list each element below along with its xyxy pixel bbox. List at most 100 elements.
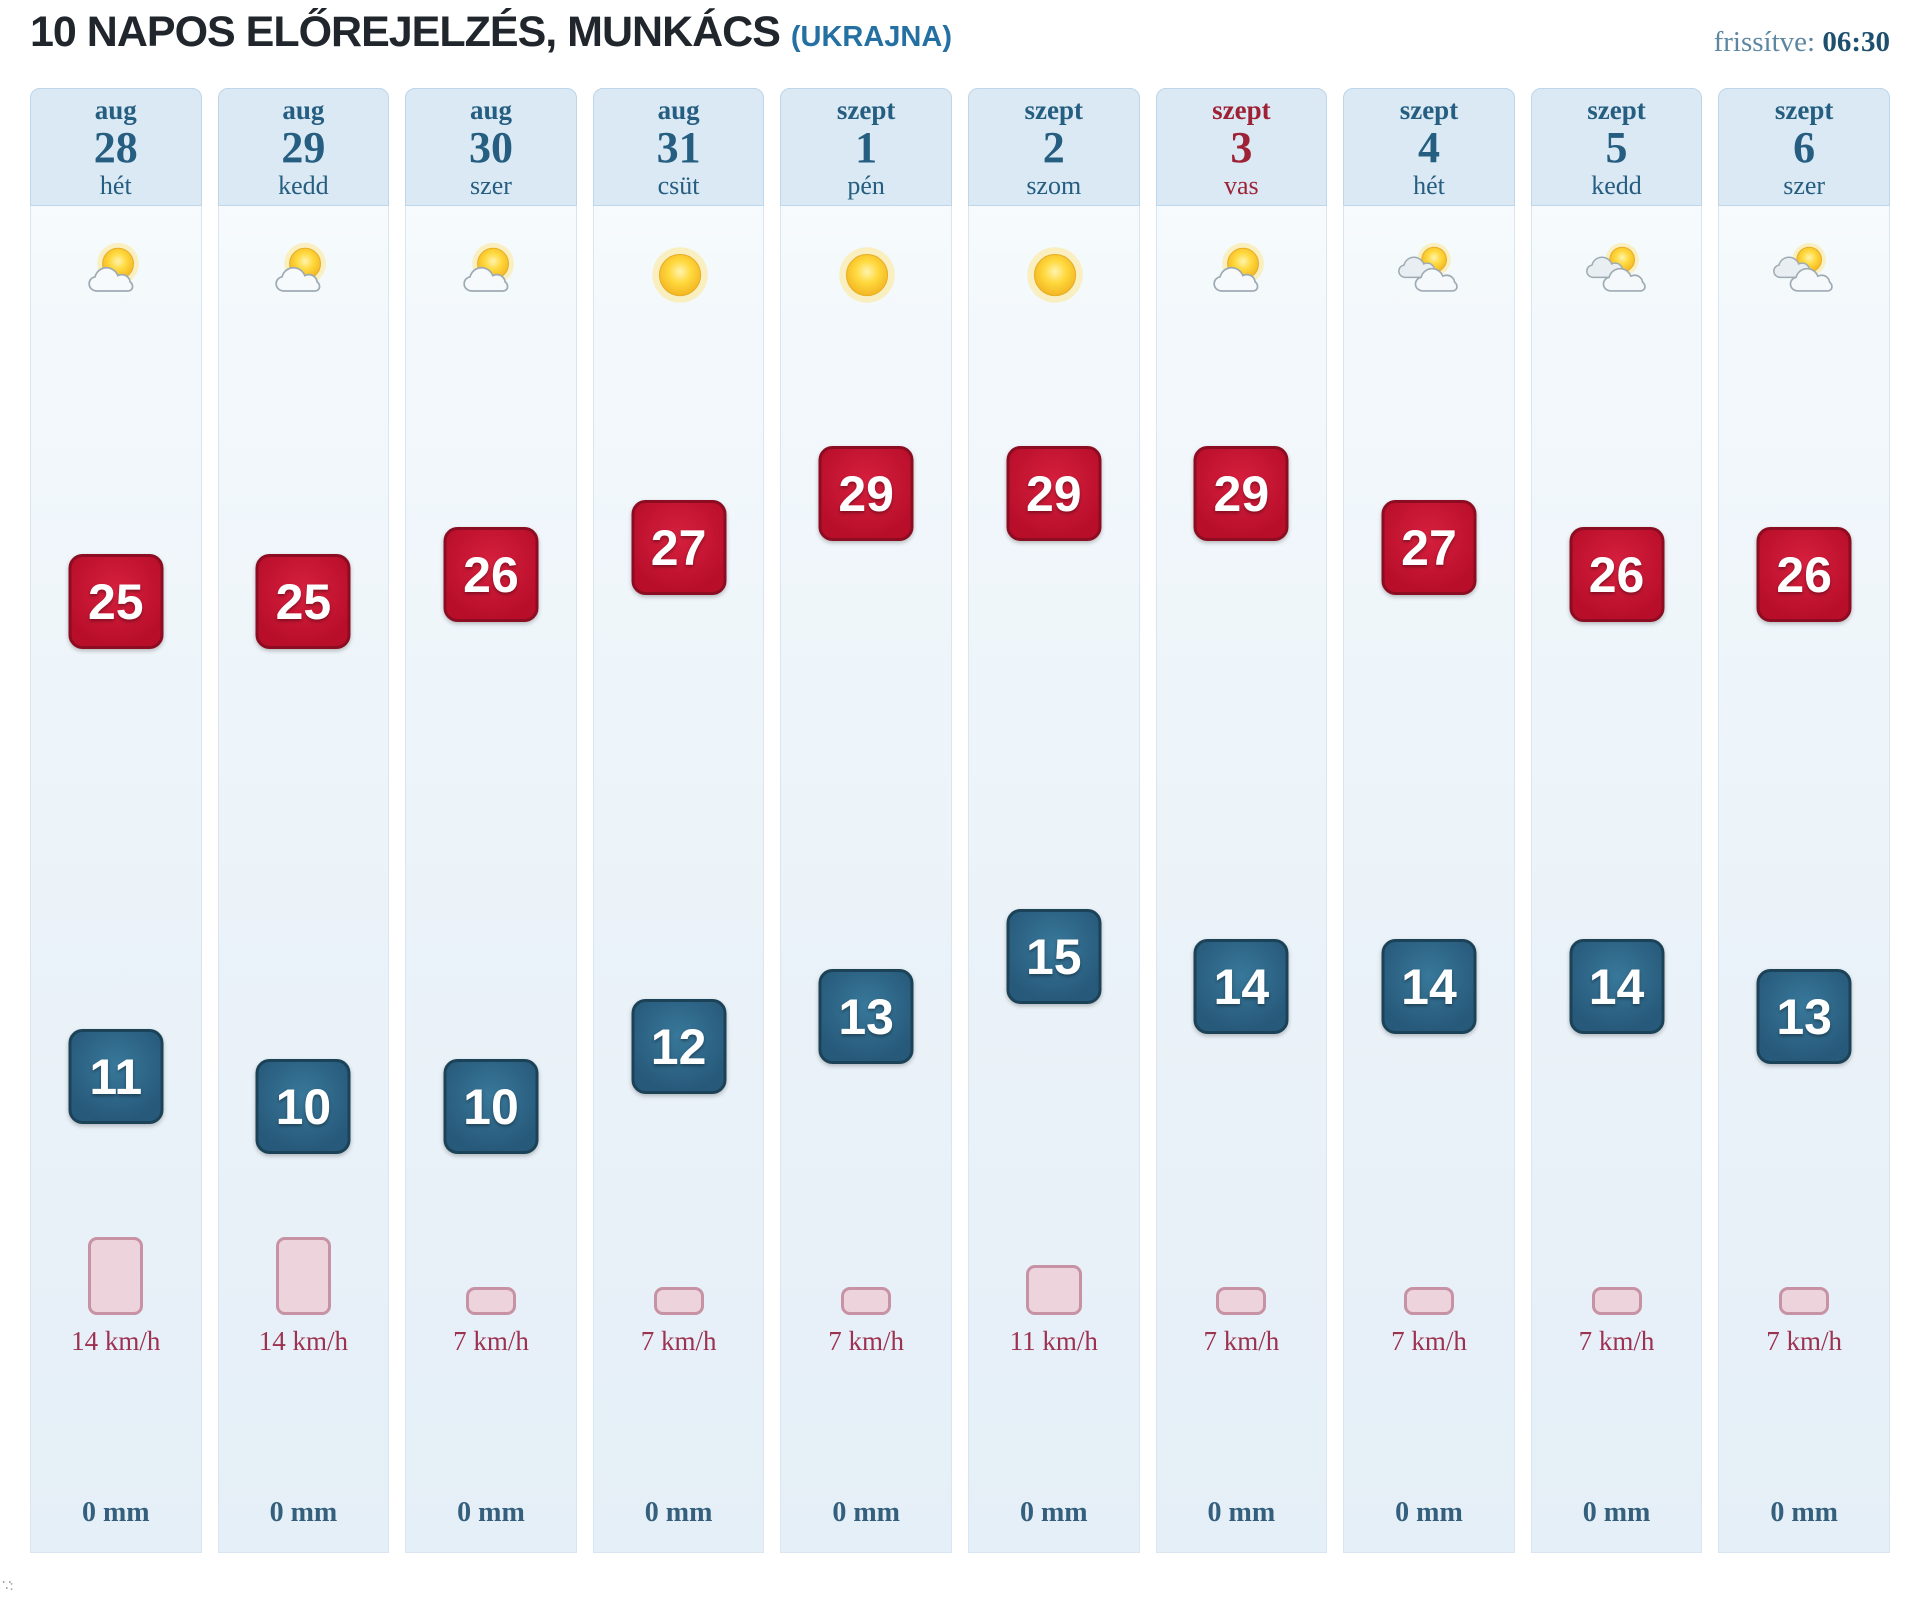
wind-speed: 7 km/h [1766,1326,1843,1356]
partly-sunny-icon [275,242,327,292]
wind-icon [31,1229,201,1315]
last-updated-label: frissítve: [1713,26,1816,58]
partly-sunny-icon [406,229,576,319]
day-header: szept 4 hét [1343,88,1515,206]
day-month: szept [1587,95,1646,125]
precipitation: 0 mm [81,1497,150,1528]
partly-sunny-icon [1213,242,1265,292]
low-temp-badge: 14 [1381,939,1477,1034]
day-weekday: hét [99,171,132,200]
low-temp-badge: 13 [1756,969,1852,1064]
day-column[interactable]: szept 2 szom 29 15 11 km/h 0 mm [967,88,1140,1553]
day-number: 3 [1230,123,1253,172]
day-header: aug 30 szer [405,88,577,206]
day-month: aug [469,95,512,125]
wind-speed: 7 km/h [640,1326,717,1356]
high-temp-badge: 25 [255,554,351,649]
page-artifact: ∵: [2,1578,14,1594]
last-updated: frissítve: 06:30 [1714,26,1890,59]
wind-icon [406,1229,576,1315]
wind-icon [1532,1229,1702,1315]
day-weekday: szer [1783,171,1826,200]
precipitation: 0 mm [644,1497,713,1528]
sunny-icon [781,229,951,319]
day-weekday: szom [1026,171,1082,200]
day-number: 4 [1417,123,1440,172]
day-column[interactable]: szept 5 kedd 26 14 7 km/h 0 mm [1530,88,1703,1553]
mostly-cloudy-icon [1719,229,1889,319]
high-temp-badge: 26 [1756,527,1852,622]
wind-icon [219,1229,389,1315]
wind-speed: 7 km/h [453,1326,529,1356]
day-header: aug 28 hét [30,88,202,206]
low-temp-badge: 12 [631,999,727,1094]
page-title-text: 10 NAPOS ELŐREJELZÉS, MUNKÁCS [30,8,781,56]
forecast-table: aug 28 hét 25 11 14 km/h 0 mm aug 29 ked… [30,88,1890,1553]
wind-icon [1719,1229,1889,1315]
day-weekday: hét [1413,171,1445,200]
precipitation: 0 mm [457,1497,525,1528]
day-weekday: csüt [657,171,700,200]
header-bar: 10 NAPOS ELŐREJELZÉS, MUNKÁCS (UKRAJNA) … [30,0,1890,88]
sunny-icon [1027,247,1083,303]
day-number: 2 [1042,123,1065,172]
day-column[interactable]: szept 1 pén 29 13 7 km/h 0 mm [780,88,952,1553]
day-header: szept 6 szer [1718,88,1890,206]
low-temp-badge: 10 [443,1059,539,1154]
wind-speed: 14 km/h [71,1326,161,1356]
day-column[interactable]: aug 29 kedd 25 10 14 km/h 0 mm [217,88,390,1553]
day-month: szept [1212,95,1271,125]
day-number: 28 [93,123,138,172]
day-month: aug [94,95,137,125]
precipitation: 0 mm [1770,1497,1838,1528]
day-number: 6 [1793,123,1816,172]
high-temp-badge: 29 [1006,446,1102,541]
low-temp-badge: 10 [255,1059,351,1154]
page-title: 10 NAPOS ELŐREJELZÉS, MUNKÁCS (UKRAJNA) [30,8,952,57]
mostly-cloudy-icon [1532,229,1702,319]
mostly-cloudy-icon [1773,242,1833,292]
day-month: szept [1399,95,1459,125]
precipitation: 0 mm [1582,1497,1651,1528]
precipitation: 0 mm [1395,1497,1463,1528]
day-month: szept [836,95,896,125]
mostly-cloudy-icon [1398,242,1458,292]
wind-icon [594,1229,764,1315]
day-column[interactable]: aug 30 szer 26 10 7 km/h 0 mm [405,88,577,1553]
partly-sunny-icon [88,242,139,292]
precipitation: 0 mm [1019,1497,1088,1528]
high-temp-badge: 29 [1193,446,1289,541]
day-column[interactable]: aug 31 csüt 27 12 7 km/h 0 mm [592,88,765,1553]
day-weekday: kedd [1591,171,1642,200]
day-column[interactable]: aug 28 hét 25 11 14 km/h 0 mm [30,88,202,1553]
day-column[interactable]: szept 4 hét 27 14 7 km/h 0 mm [1343,88,1515,1553]
wind-speed: 7 km/h [1203,1326,1280,1356]
partly-sunny-icon [31,229,201,319]
precipitation: 0 mm [269,1497,338,1528]
wind-icon [1344,1229,1514,1315]
wind-speed: 7 km/h [1391,1326,1467,1356]
day-column[interactable]: szept 6 szer 26 13 7 km/h 0 mm [1718,88,1890,1553]
high-temp-badge: 26 [443,527,539,622]
mostly-cloudy-icon [1585,242,1646,292]
day-number: 5 [1605,123,1628,172]
day-number: 1 [855,123,878,172]
precipitation: 0 mm [832,1497,900,1528]
day-header: szept 5 kedd [1530,88,1703,206]
day-month: aug [282,95,325,125]
low-temp-badge: 13 [818,969,914,1064]
day-month: szept [1774,95,1834,125]
precipitation: 0 mm [1207,1497,1276,1528]
high-temp-badge: 26 [1569,527,1665,622]
low-temp-badge: 11 [68,1029,164,1124]
partly-sunny-icon [1157,229,1327,319]
day-number: 31 [656,123,701,172]
day-weekday: pén [847,171,885,200]
day-header: szept 1 pén [780,88,952,206]
day-number: 30 [468,123,513,172]
day-month: szept [1024,95,1083,125]
day-column[interactable]: szept 3 vas 29 14 7 km/h 0 mm [1155,88,1328,1553]
day-header: aug 29 kedd [217,88,390,206]
day-number: 29 [281,123,326,172]
wind-icon [969,1229,1139,1315]
